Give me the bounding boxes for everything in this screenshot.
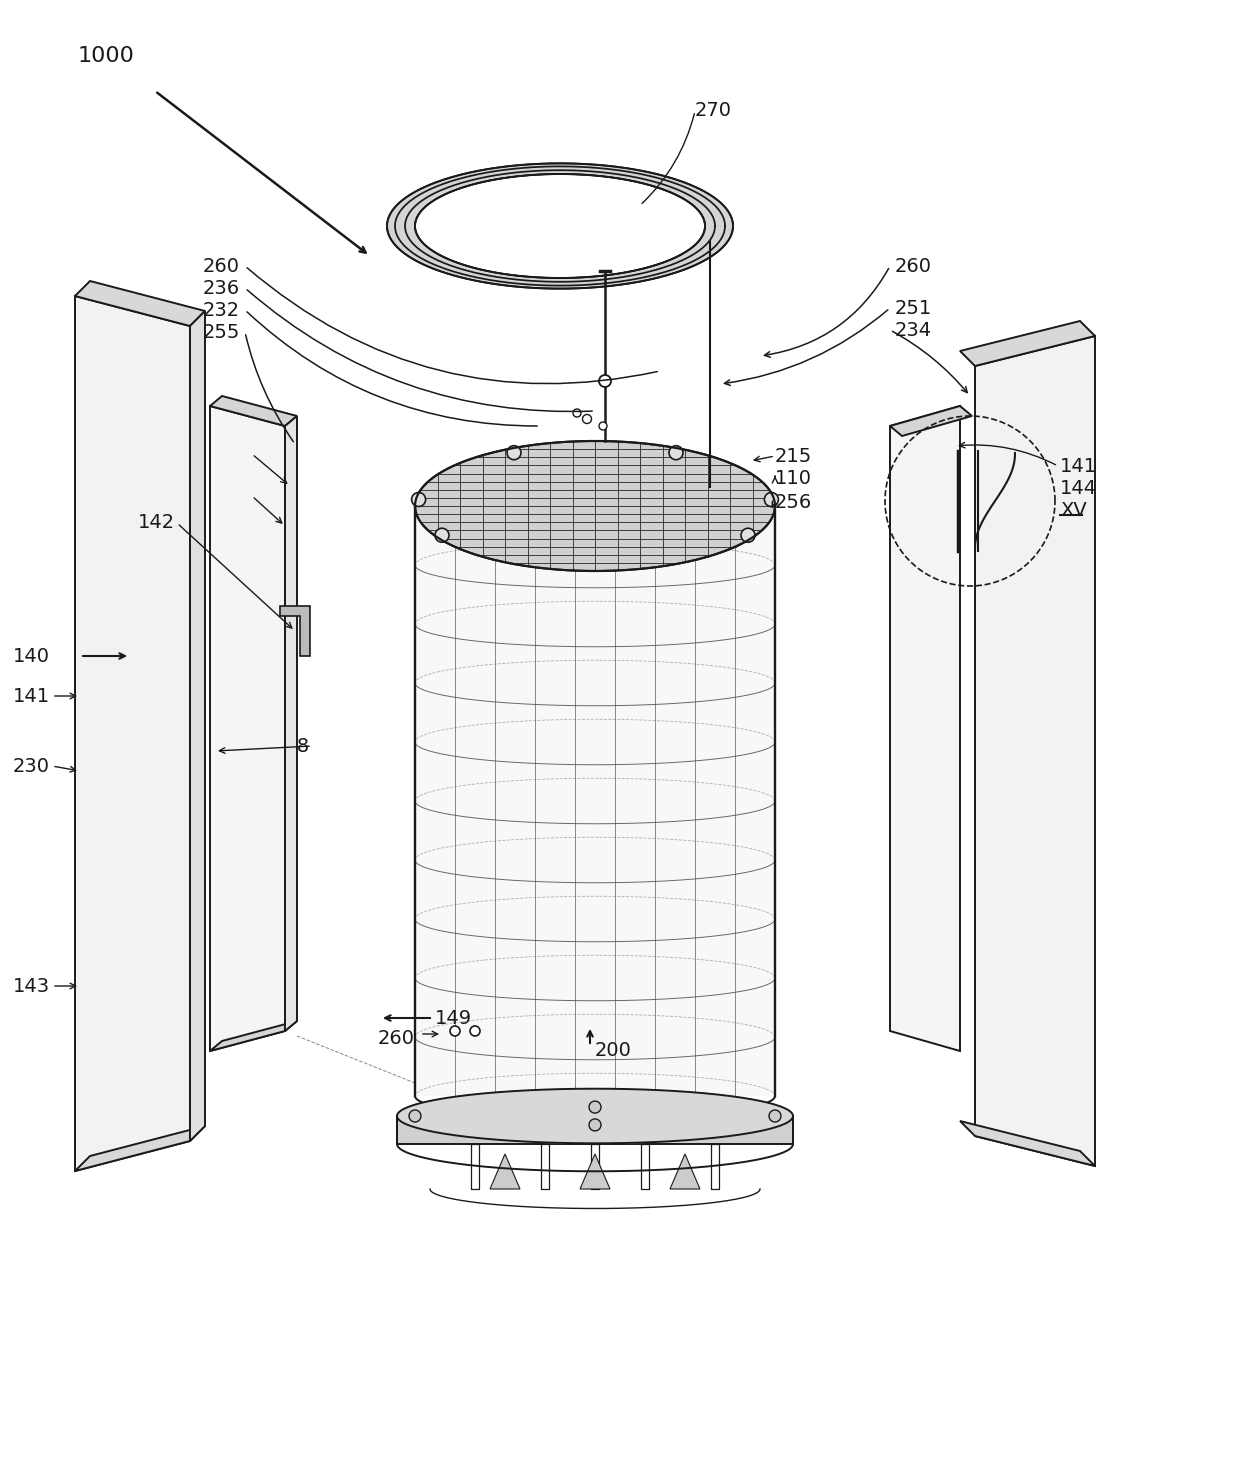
Text: 120: 120 (213, 444, 250, 463)
Polygon shape (670, 1154, 701, 1189)
Text: 230: 230 (12, 756, 50, 776)
Circle shape (409, 1110, 422, 1121)
Polygon shape (960, 1121, 1095, 1165)
Circle shape (589, 1119, 601, 1130)
Polygon shape (74, 281, 205, 325)
Polygon shape (397, 1116, 794, 1143)
Polygon shape (490, 1154, 520, 1189)
Text: 1000: 1000 (78, 45, 135, 66)
Ellipse shape (415, 174, 706, 279)
Circle shape (435, 528, 449, 542)
Text: 201: 201 (213, 487, 250, 506)
Ellipse shape (387, 163, 733, 289)
Circle shape (507, 446, 521, 460)
Text: 260: 260 (203, 257, 241, 276)
Polygon shape (210, 406, 285, 1051)
Polygon shape (415, 506, 775, 1097)
Polygon shape (280, 605, 310, 655)
Text: 236: 236 (203, 279, 241, 298)
Text: 142: 142 (138, 513, 175, 532)
Text: 270: 270 (694, 101, 732, 120)
Circle shape (573, 409, 582, 416)
Polygon shape (960, 321, 1095, 366)
Text: 148: 148 (273, 736, 310, 755)
Text: 110: 110 (775, 469, 812, 488)
Polygon shape (285, 416, 298, 1031)
Polygon shape (890, 406, 960, 1051)
Polygon shape (975, 336, 1095, 1165)
Text: 215: 215 (775, 447, 812, 466)
Ellipse shape (415, 174, 706, 279)
Polygon shape (210, 396, 298, 427)
Circle shape (470, 1026, 480, 1036)
Text: 256: 256 (775, 493, 812, 512)
Circle shape (583, 415, 591, 424)
Ellipse shape (397, 1089, 794, 1143)
Polygon shape (210, 1020, 298, 1051)
Circle shape (769, 1110, 781, 1121)
Ellipse shape (415, 441, 775, 570)
Text: 141: 141 (12, 686, 50, 705)
Polygon shape (190, 311, 205, 1141)
Text: 255: 255 (202, 323, 241, 342)
Text: 200: 200 (595, 1041, 632, 1060)
Circle shape (599, 422, 608, 430)
Text: 260: 260 (895, 257, 932, 276)
Polygon shape (890, 406, 972, 435)
Text: 232: 232 (203, 301, 241, 320)
Text: XV: XV (1060, 500, 1086, 519)
Circle shape (742, 528, 755, 542)
Text: 141: 141 (1060, 456, 1097, 475)
Circle shape (450, 1026, 460, 1036)
Polygon shape (74, 1126, 205, 1171)
Text: 260: 260 (378, 1029, 415, 1048)
Circle shape (412, 493, 425, 506)
Text: 234: 234 (895, 321, 932, 340)
Text: 251: 251 (895, 299, 932, 318)
Polygon shape (580, 1154, 610, 1189)
Text: 140: 140 (12, 647, 50, 666)
Polygon shape (74, 296, 190, 1171)
Text: 149: 149 (435, 1009, 472, 1028)
Circle shape (589, 1101, 601, 1113)
Circle shape (599, 375, 611, 387)
Text: 144: 144 (1060, 478, 1097, 497)
Circle shape (764, 493, 779, 506)
Text: 143: 143 (12, 976, 50, 995)
Circle shape (670, 446, 683, 460)
